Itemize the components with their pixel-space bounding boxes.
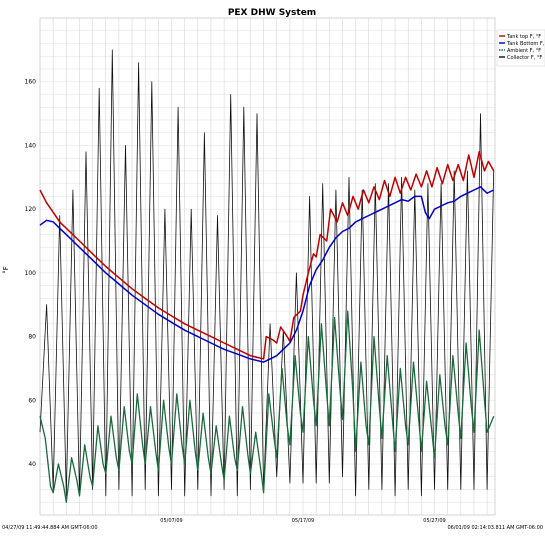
y-tick-label: 40 — [28, 461, 36, 468]
series-layer — [39, 49, 495, 503]
y-tick-label: 60 — [28, 397, 36, 404]
x-axis-end-label: 06/01/09 02:14:03.811 AM GMT-06:00 — [447, 525, 543, 531]
legend-label: Tank Bottom F, °F — [506, 41, 545, 47]
y-tick-label: 160 — [25, 79, 37, 86]
legend-label: Tank top F, °F — [506, 34, 541, 40]
y-tick-label: 120 — [25, 206, 37, 213]
series-line-collector — [39, 49, 495, 497]
legend-label: Collector F, °F — [507, 55, 542, 61]
x-tick-label: 05/27/09 — [423, 518, 445, 524]
y-tick-label: 140 — [25, 142, 37, 149]
series-line-ambient — [39, 310, 495, 503]
y-tick-label: 100 — [25, 270, 37, 277]
series-line-tank — [39, 186, 495, 363]
chart-title: PEX DHW System — [228, 8, 316, 18]
plot-border — [39, 17, 496, 516]
axis-layer: 40 60 80 100 120 140 160 05/07/09 05/17/09 05/27/… — [25, 79, 446, 524]
y-tick-label: 80 — [28, 334, 36, 341]
x-tick-label: 05/17/09 — [292, 518, 314, 524]
legend-label: Ambient F, °F — [507, 48, 541, 54]
series-line-tank — [39, 151, 495, 360]
y-axis-label: °F — [2, 266, 10, 274]
x-tick-label: 05/07/09 — [160, 518, 182, 524]
x-axis-start-label: 04/27/09 11:49:44.884 AM GMT-06:00 — [2, 525, 98, 531]
